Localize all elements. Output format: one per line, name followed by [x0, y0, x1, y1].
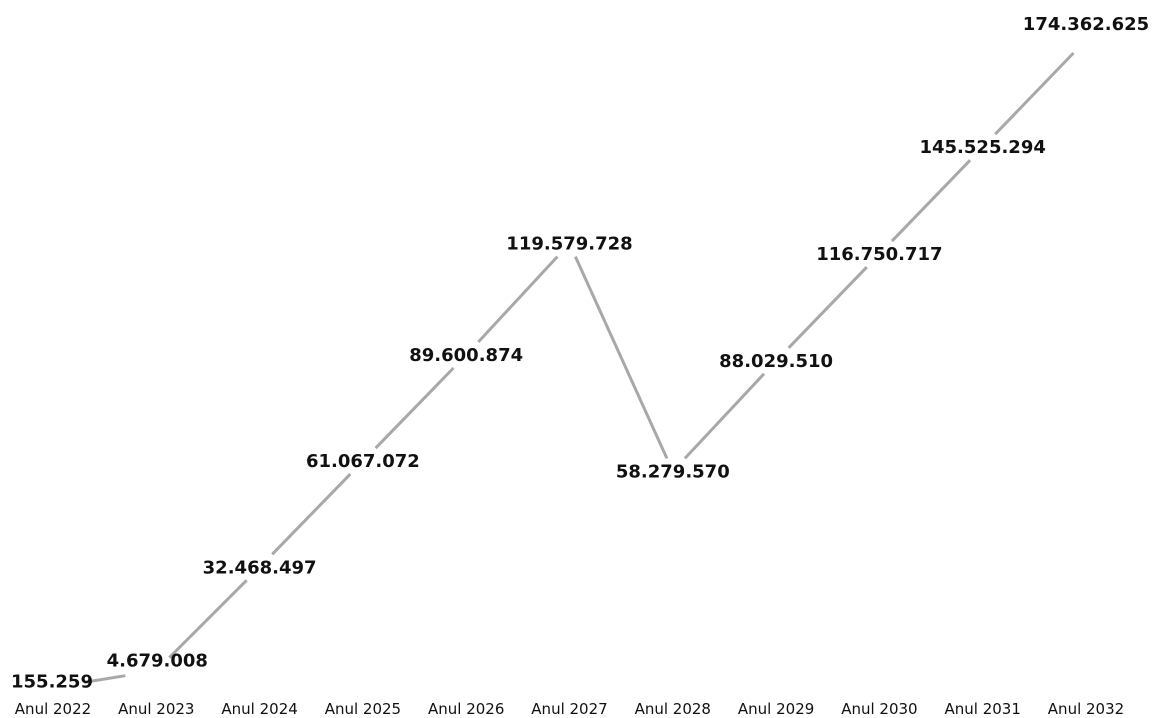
x-tick-label-10: Anul 2031 [945, 700, 1021, 718]
line-segment-8 [787, 266, 868, 349]
data-label-4: 61.067.072 [306, 451, 420, 472]
line-segment-1 [83, 674, 126, 684]
x-tick-label-9: Anul 2030 [841, 700, 917, 718]
line-segment-4 [374, 366, 455, 450]
x-tick-label-11: Anul 2032 [1048, 700, 1124, 718]
data-label-11: 174.362.625 [1023, 14, 1149, 35]
line-segment-6 [574, 255, 669, 460]
x-tick-label-7: Anul 2028 [635, 700, 711, 718]
x-tick-label-1: Anul 2022 [15, 700, 91, 718]
data-label-5: 89.600.874 [409, 345, 523, 366]
data-label-8: 88.029.510 [719, 351, 833, 372]
x-tick-label-3: Anul 2024 [221, 700, 297, 718]
line-segment-2 [168, 579, 248, 659]
x-tick-label-5: Anul 2026 [428, 700, 504, 718]
line-series [83, 51, 1075, 684]
line-segment-3 [271, 473, 352, 556]
x-axis-ticks: Anul 2022 Anul 2023 Anul 2024 Anul 2025 Anul… [15, 700, 1124, 718]
x-tick-label-8: Anul 2029 [738, 700, 814, 718]
line-segment-7 [683, 372, 766, 460]
line-segment-9 [890, 159, 972, 243]
x-tick-label-4: Anul 2025 [325, 700, 401, 718]
data-label-7: 58.279.570 [616, 461, 730, 482]
data-label-3: 32.468.497 [203, 557, 317, 578]
data-label-2: 4.679.008 [107, 651, 208, 672]
line-segment-5 [477, 255, 559, 344]
data-label-9: 116.750.717 [816, 244, 942, 265]
data-label-10: 145.525.294 [919, 137, 1045, 158]
data-label-1: 155.259 [11, 671, 93, 692]
x-tick-label-6: Anul 2027 [531, 700, 607, 718]
x-tick-label-2: Anul 2023 [118, 700, 194, 718]
line-segment-10 [994, 51, 1075, 136]
data-label-6: 119.579.728 [506, 234, 632, 255]
data-labels: 155.259 4.679.008 32.468.497 61.067.072 89.6… [11, 14, 1149, 692]
